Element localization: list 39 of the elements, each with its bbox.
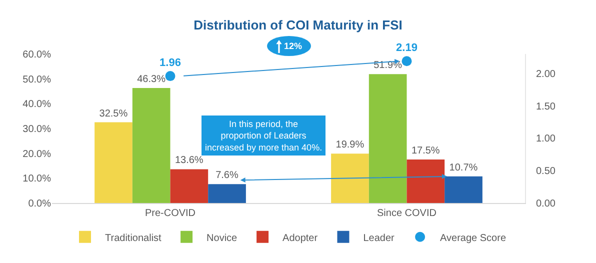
y-tick-label: 40.0% — [22, 99, 52, 110]
legend-label: Average Score — [440, 232, 506, 244]
legend-label: Novice — [206, 232, 238, 244]
data-label: 17.5% — [411, 146, 440, 157]
bar — [170, 169, 208, 203]
data-label: 2.19 — [396, 42, 418, 54]
y2-tick-label: 0.50 — [536, 166, 556, 178]
data-label: 10.7% — [449, 162, 478, 174]
y-tick-label: 30.0% — [22, 124, 52, 135]
bar — [444, 176, 482, 203]
annotation: In this period, the proportion of Leaders increased by more than 40%. — [205, 119, 322, 152]
bar — [94, 122, 132, 203]
y-tick-label: 20.0% — [22, 148, 52, 160]
bar — [331, 154, 369, 203]
legend-label: Leader — [363, 232, 396, 244]
y2-tick-label: 1.50 — [536, 101, 556, 112]
bar — [368, 74, 407, 203]
legend-label: Adopter — [282, 232, 318, 244]
y-tick-label: 0.0% — [28, 198, 52, 210]
y2-tick-label: 1.00 — [536, 134, 556, 145]
bar — [406, 160, 445, 203]
text: 12% — [284, 41, 302, 51]
data-label: 13.6% — [174, 155, 204, 166]
bar — [132, 88, 170, 203]
legend-label: Traditionalist — [105, 232, 162, 244]
x-tick-label: Since COVID — [377, 208, 436, 219]
y-tick-label: 60.0% — [22, 50, 52, 60]
data-label: 7.6% — [216, 170, 238, 182]
y2-tick-label: 0.00 — [536, 198, 556, 210]
y-tick-label: 50.0% — [22, 74, 52, 86]
data-label: 1.96 — [160, 57, 181, 70]
data-label: 46.3% — [137, 74, 166, 86]
y2-tick-label: 2.00 — [536, 68, 556, 80]
chart-title: Distribution of COI Maturity in FSI — [194, 18, 402, 33]
x-tick-label: Pre-COVID — [144, 208, 196, 219]
y-tick-label: 10.0% — [22, 174, 52, 185]
data-label: 19.9% — [336, 140, 364, 151]
bar — [208, 184, 246, 203]
data-label: 32.5% — [99, 108, 128, 120]
